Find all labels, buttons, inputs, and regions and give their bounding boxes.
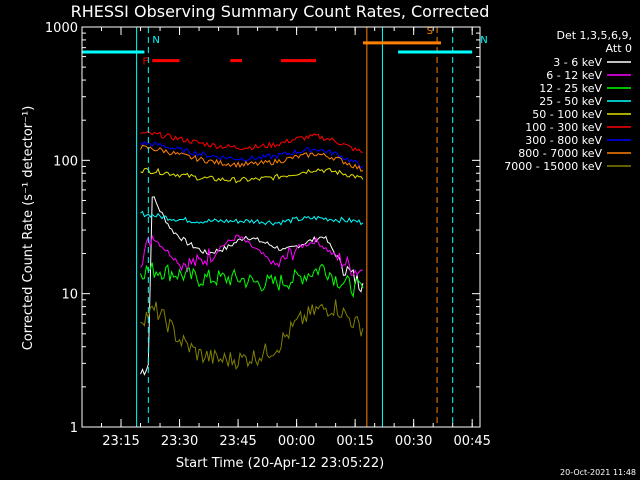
y-tick-label-10: 10 <box>61 288 78 303</box>
legend-label-25-50-kev: 25 - 50 keV <box>539 95 602 108</box>
annotation-label-s-2: S <box>427 26 433 37</box>
footer-date: 20-Oct-2021 11:48 <box>560 468 636 477</box>
plot-frame <box>81 26 481 428</box>
series-100-300-kev <box>140 131 363 153</box>
legend-label-300-800-kev: 300 - 800 keV <box>525 134 602 147</box>
legend-label-100-300-kev: 100 - 300 keV <box>525 121 602 134</box>
y-tick-label-1: 1 <box>70 421 78 436</box>
series-7000-15000-kev <box>140 299 364 371</box>
observing-annotations: N N S F <box>81 26 488 427</box>
series-25-50-kev <box>140 210 364 226</box>
x-tick-label-23-30: 23:30 <box>161 434 198 449</box>
series-800-7000-kev <box>140 144 364 172</box>
y-tick-label-100: 100 <box>53 154 78 169</box>
annotation-label-f: F <box>142 57 148 68</box>
legend-label-800-7000-kev: 800 - 7000 keV <box>518 147 602 160</box>
x-tick-label-00-45: 00:45 <box>453 434 490 449</box>
y-axis-label: Corrected Count Rate (s⁻¹ detector⁻¹) <box>21 106 36 351</box>
series-300-800-kev <box>140 140 364 169</box>
x-axis-label: Start Time (20-Apr-12 23:05:22) <box>176 456 384 471</box>
series-traces <box>140 131 364 376</box>
legend-header-line-2: Att 0 <box>606 42 632 55</box>
y-axis: 1 10 100 1000 <box>45 21 480 436</box>
x-tick-label-00-00: 00:00 <box>278 434 315 449</box>
x-axis: 23:15 23:30 23:45 00:00 00:15 00:30 00:45 <box>81 27 491 449</box>
x-tick-label-00-15: 00:15 <box>336 434 373 449</box>
legend-label-3-6-kev: 3 - 6 keV <box>553 56 602 69</box>
legend-label-7000-15000-kev: 7000 - 15000 keV <box>504 160 602 173</box>
x-tick-label-23-15: 23:15 <box>102 434 139 449</box>
x-tick-label-00-30: 00:30 <box>395 434 432 449</box>
y-tick-label-1000: 1000 <box>45 21 78 36</box>
series-3-6-kev <box>140 196 364 376</box>
series-12-25-kev <box>140 262 364 299</box>
legend-label-12-25-kev: 12 - 25 keV <box>539 82 602 95</box>
legend-label-6-12-kev: 6 - 12 keV <box>546 69 602 82</box>
series-6-12-kev <box>140 234 363 276</box>
legend-label-50-100-kev: 50 - 100 keV <box>532 108 602 121</box>
annotation-label-n-1: N <box>480 35 487 46</box>
annotation-label-n-0: N <box>152 35 159 46</box>
chart-title: RHESSI Observing Summary Count Rates, Co… <box>71 2 490 21</box>
series-50-100-kev <box>140 167 364 184</box>
legend-header-line-1: Det 1,3,5,6,9, <box>556 29 632 42</box>
x-tick-label-23-45: 23:45 <box>219 434 256 449</box>
